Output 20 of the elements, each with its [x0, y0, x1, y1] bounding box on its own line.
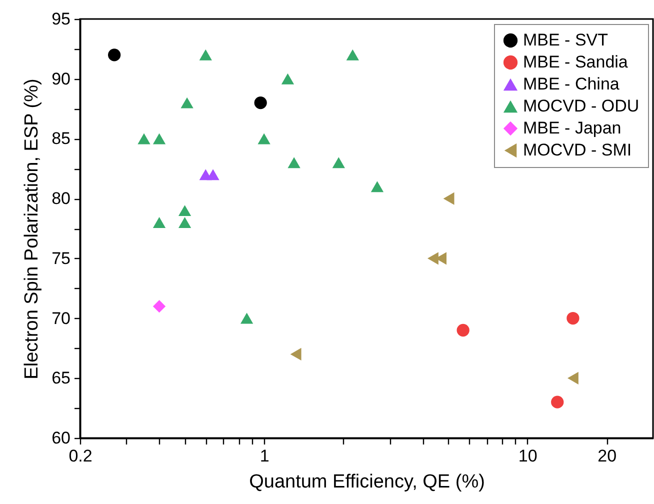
x-tick-label: 1 — [260, 446, 270, 466]
y-axis-title: Electron Spin Polarization, ESP (%) — [22, 78, 43, 380]
y-tick-label: 85 — [52, 129, 70, 148]
y-tick-label: 80 — [52, 189, 70, 208]
x-tick-label: 20 — [598, 446, 617, 466]
legend-label: MBE - Sandia — [523, 52, 628, 72]
x-tick-label: 0.2 — [68, 446, 92, 466]
legend-label: MOCVD - ODU — [523, 96, 640, 116]
legend-label: MBE - China — [523, 74, 620, 94]
y-tick-label: 70 — [52, 308, 70, 328]
legend-label: MOCVD - SMI — [523, 140, 632, 160]
x-axis-title: Quantum Efficiency, QE (%) — [249, 472, 485, 492]
legend-label: MBE - SVT — [523, 30, 608, 50]
y-tick-label: 90 — [52, 69, 70, 88]
y-tick-label: 95 — [52, 10, 70, 28]
x-tick-label: 10 — [518, 446, 538, 466]
y-tick-label: 75 — [52, 248, 70, 268]
y-tick-label: 65 — [52, 368, 70, 388]
y-tick-label: 60 — [52, 428, 70, 448]
legend-label: MBE - Japan — [523, 118, 622, 138]
